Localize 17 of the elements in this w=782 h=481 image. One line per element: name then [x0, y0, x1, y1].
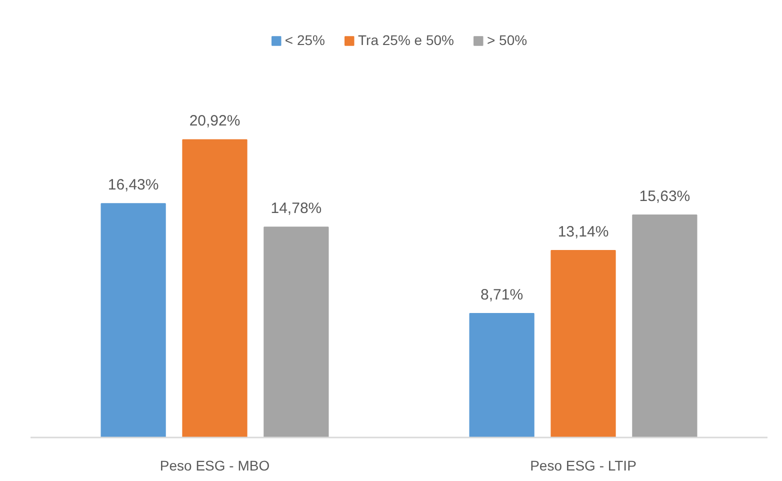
bar — [100, 203, 166, 438]
data-label: 13,14% — [558, 223, 609, 240]
bar — [550, 250, 616, 438]
bar — [182, 139, 248, 438]
data-label: 20,92% — [189, 112, 240, 130]
legend-label: > 50% — [486, 32, 528, 48]
data-label: 8,71% — [480, 286, 524, 304]
legend-label: < 25% — [284, 32, 326, 48]
bar — [469, 313, 534, 438]
legend-label: Tra 25% e 50% — [358, 32, 454, 48]
data-label: 16,43% — [108, 176, 159, 194]
bar — [264, 226, 329, 438]
data-label: 14,78% — [270, 200, 322, 218]
x-tick-label: Peso ESG - LTIP — [530, 458, 636, 474]
x-tick-label: Peso ESG - MBO — [160, 458, 270, 474]
data-label: 15,63% — [639, 188, 690, 206]
bar — [632, 214, 698, 438]
